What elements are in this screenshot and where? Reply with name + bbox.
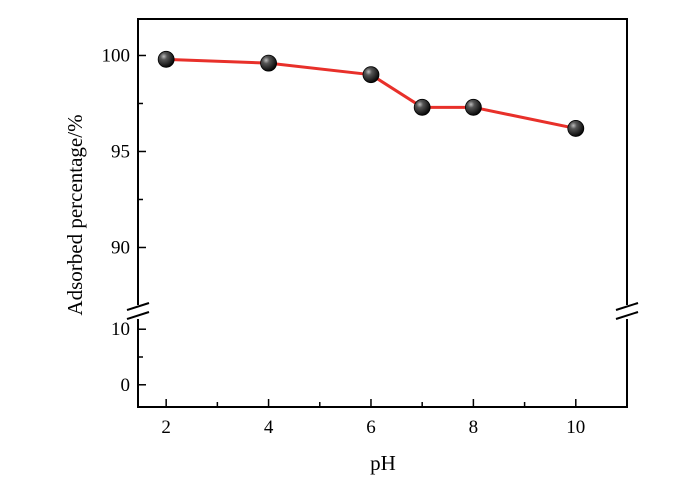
x-tick-label: 8 (469, 417, 479, 438)
plot-frame (137, 18, 628, 408)
axis-break-mark-right (615, 302, 639, 311)
y-tick-label: 10 (111, 319, 130, 340)
data-point (260, 54, 277, 72)
x-axis-title: pH (370, 451, 396, 475)
x-tick-label: 4 (264, 417, 274, 438)
y-tick-label: 100 (102, 45, 131, 66)
y-tick-label: 0 (121, 375, 131, 396)
x-tick-label: 2 (161, 417, 171, 438)
data-point (157, 50, 175, 68)
series-line (166, 57, 577, 130)
data-point (362, 66, 380, 84)
y-tick-label: 90 (111, 237, 130, 258)
y-tick-label: 95 (111, 141, 130, 162)
y-axis-title: Adsorbed percentage/% (63, 114, 87, 315)
data-point (413, 98, 431, 116)
data-point (464, 98, 482, 116)
axis-break-mark-left (126, 311, 150, 320)
data-point (567, 120, 585, 137)
axis-break-mark-left (126, 302, 150, 311)
x-tick-label: 6 (366, 417, 376, 438)
axis-break-mark-right (615, 311, 639, 320)
x-tick-label: 10 (566, 417, 585, 438)
